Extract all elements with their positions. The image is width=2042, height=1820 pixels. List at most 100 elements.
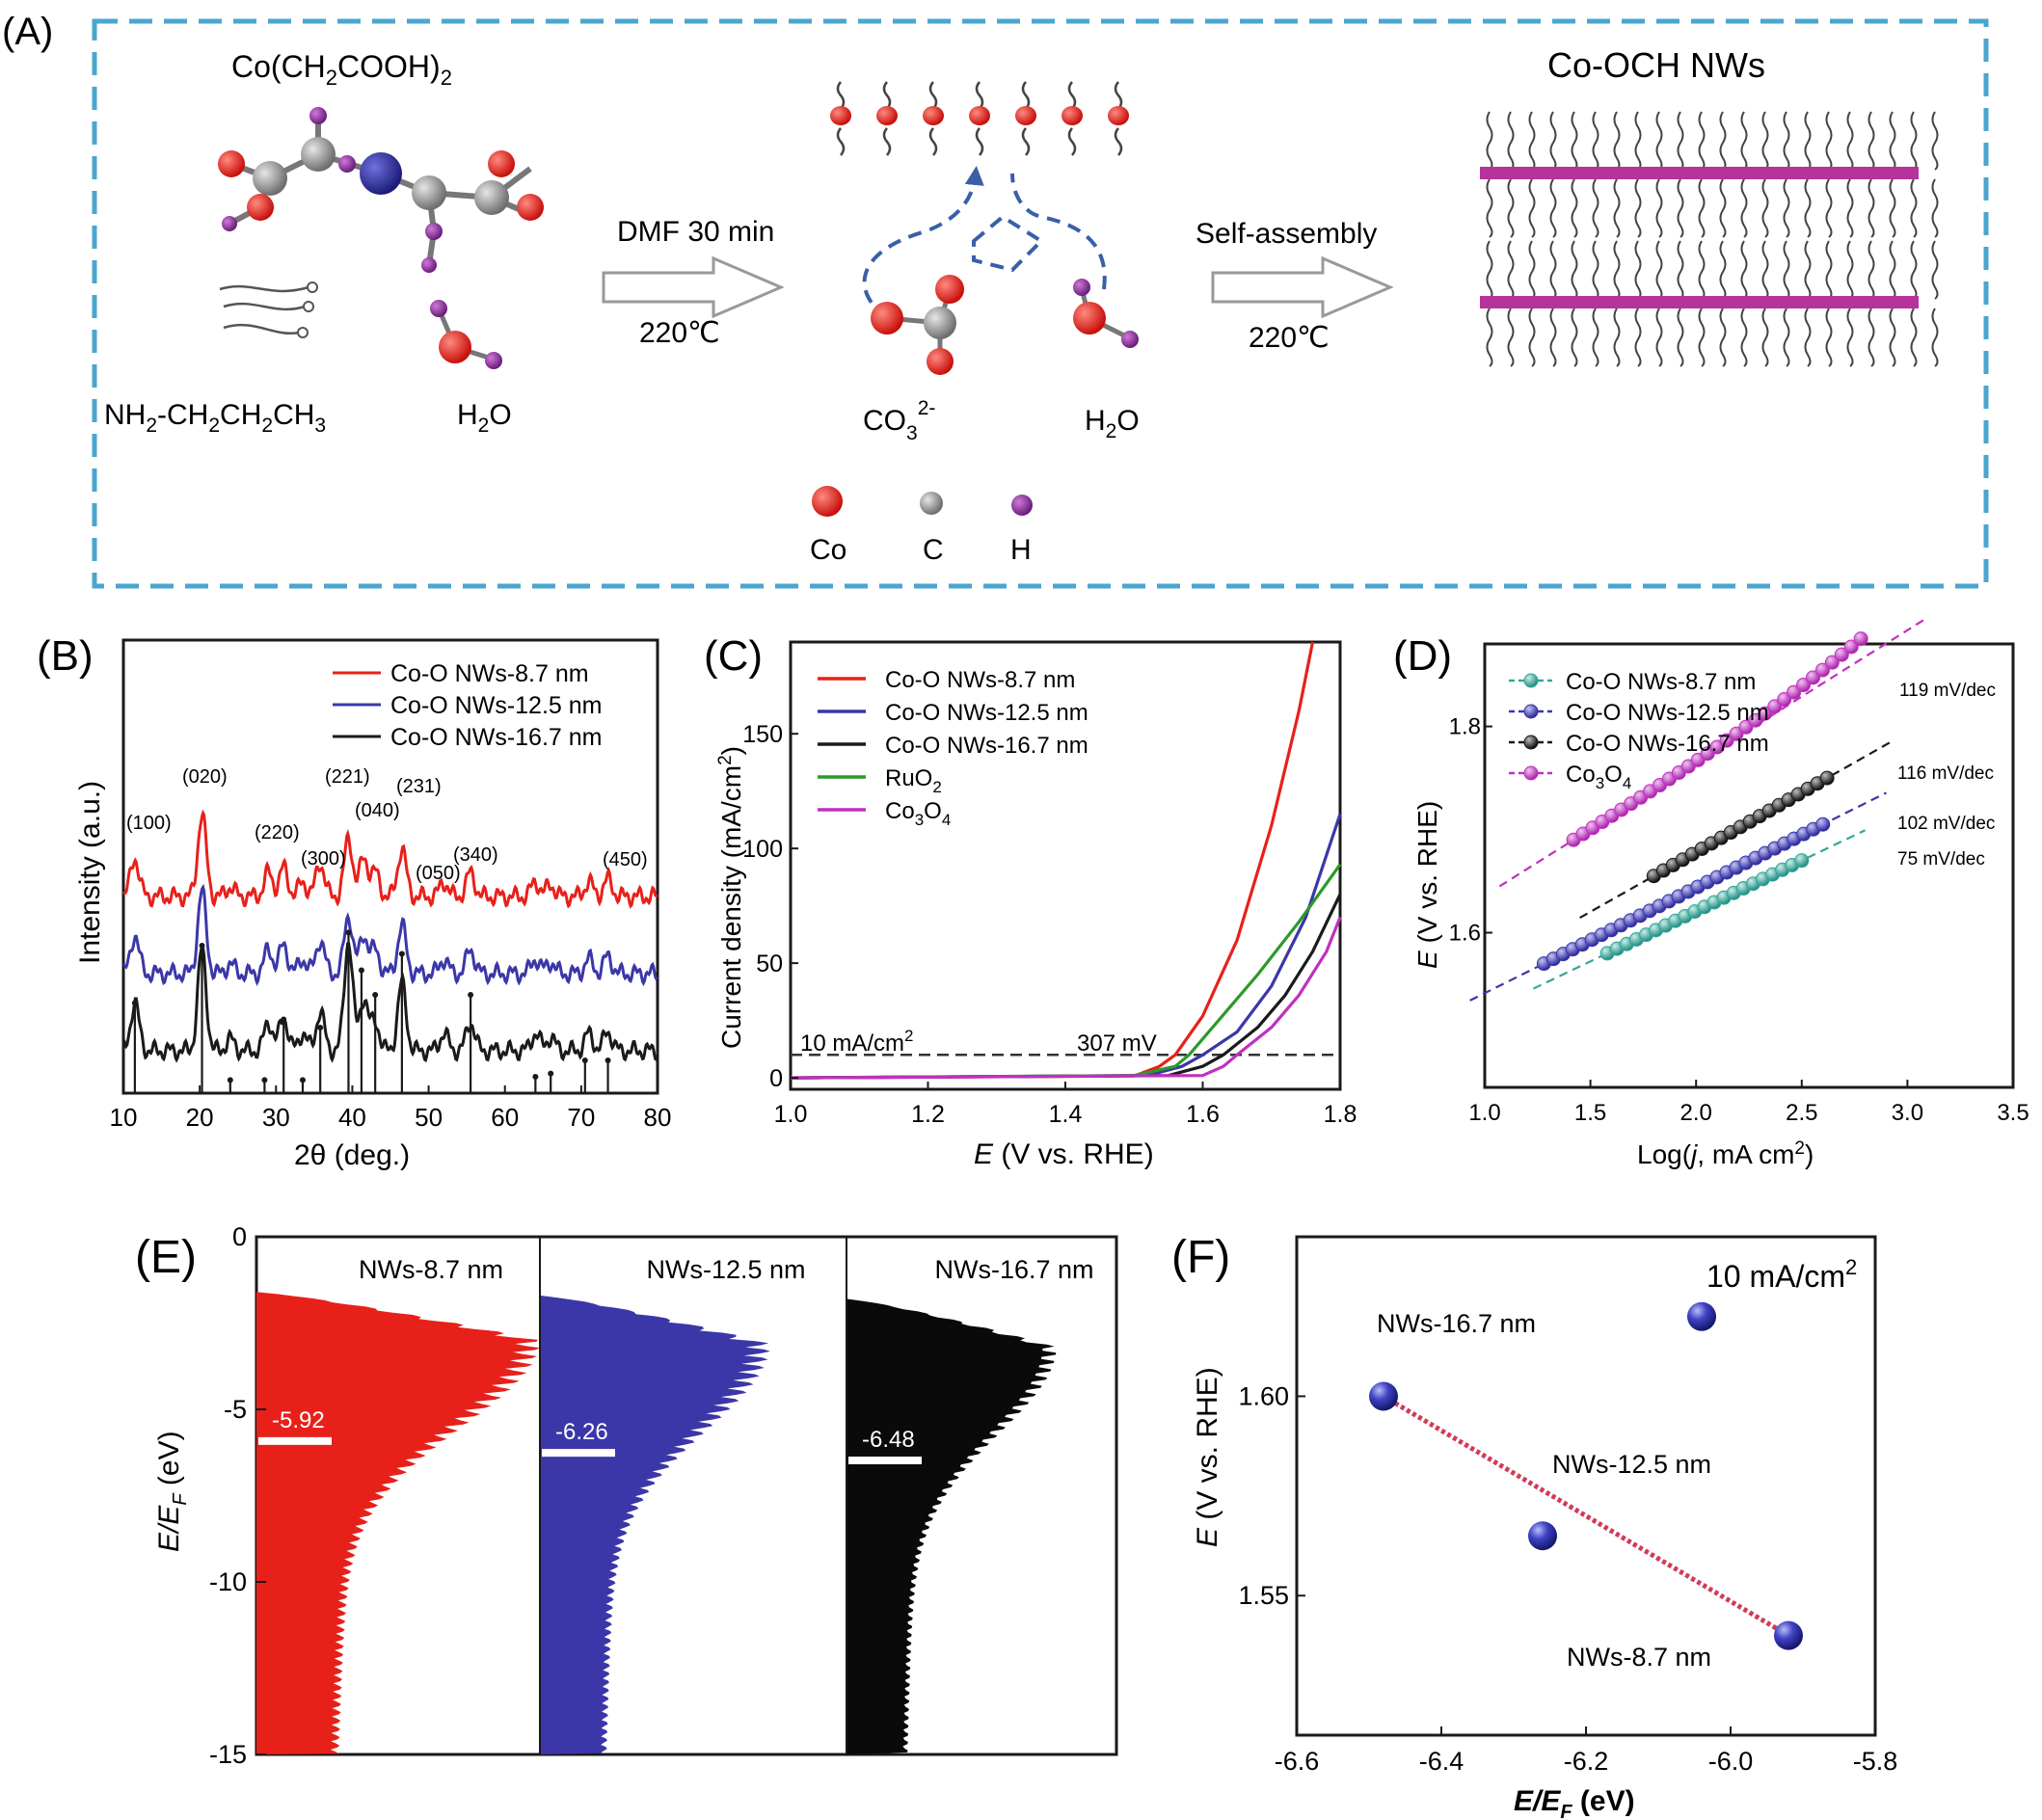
panel-b-letter: (B) <box>37 632 94 680</box>
surfactant-tail <box>1613 308 1621 367</box>
surfactant-tail <box>1486 178 1493 238</box>
water-label-2: H2O <box>1085 405 1140 442</box>
surfactant-tail <box>1804 240 1812 300</box>
x-tick-label: -6.4 <box>1419 1747 1464 1776</box>
surfactant-tail <box>1634 178 1642 238</box>
surfactant-tail <box>1698 308 1706 367</box>
panel-f-letter: (F) <box>1171 1232 1230 1283</box>
x-tick-label: 1.5 <box>1574 1100 1606 1126</box>
legend-marker <box>1523 735 1539 750</box>
surfactant-tail <box>882 81 892 110</box>
surfactant-tail <box>1740 308 1748 367</box>
reference-pattern-cap <box>131 1000 138 1006</box>
surfactant-tail <box>1867 111 1875 171</box>
data-point <box>1528 1521 1557 1551</box>
dos-area <box>846 1298 1057 1754</box>
surfactant-tail <box>1486 111 1493 171</box>
assembly-flow-arrows <box>862 166 1107 320</box>
surfactant-tail <box>1698 240 1706 300</box>
point-label-8-7: NWs-8.7 nm <box>1567 1643 1711 1672</box>
surfactant-tail <box>1889 240 1896 300</box>
surfactant-tail <box>1867 178 1875 238</box>
y-tick-label: 1.60 <box>1238 1381 1289 1410</box>
amine-label: NH2-CH2CH2CH3 <box>104 399 326 437</box>
surfactant-tail <box>882 127 892 156</box>
x-tick-label: 1.4 <box>1049 1101 1083 1128</box>
lsv-axes: 1.0 1.2 1.4 1.6 1.8 0 50 100 150 <box>742 721 1357 1128</box>
reference-pattern-cap <box>345 929 352 936</box>
surfactant-head <box>830 106 851 125</box>
surfactant-tail <box>1528 111 1536 171</box>
legend-marker <box>1523 704 1539 719</box>
surfactant-tail <box>1507 240 1515 300</box>
x-tick-label: 40 <box>338 1103 366 1132</box>
surfactant-tail <box>1507 308 1515 367</box>
tafel-slope-labels: 119 mV/dec 116 mV/dec 102 mV/dec 75 mV/d… <box>1897 681 1996 870</box>
surfactant-tail <box>1846 240 1854 300</box>
xrd-series-line <box>122 883 658 987</box>
surfactant-tail <box>1634 111 1642 171</box>
data-point <box>1369 1381 1398 1411</box>
correlation-x-label: E/EF (eV) <box>1514 1785 1635 1820</box>
x-tick-label: 1.0 <box>774 1101 808 1128</box>
peak-label: (450) <box>603 849 648 870</box>
surfactant-tail <box>1783 308 1790 367</box>
carbonate-molecule <box>871 275 964 375</box>
surfactant-tail <box>1783 240 1790 300</box>
surfactant-tail <box>1761 308 1769 367</box>
tafel-point <box>1853 631 1868 647</box>
y-tick-label: 1.6 <box>1449 921 1481 947</box>
step1-condition-bottom: 220℃ <box>639 317 720 349</box>
y-tick-label: 0 <box>232 1222 247 1251</box>
correlation-plot-area <box>1369 1301 1803 1650</box>
water-molecule-1 <box>430 300 502 369</box>
y-tick-label: 1.55 <box>1238 1581 1289 1610</box>
nanowire-bundle <box>1480 111 1939 367</box>
dos-area <box>256 1292 540 1754</box>
legend-marker <box>1523 673 1539 688</box>
cobalt-acetate-atoms <box>218 107 544 273</box>
surfactant-tail <box>1507 111 1515 171</box>
dos-y-label: E/EF (eV) <box>153 1431 191 1552</box>
surfactant-head <box>1108 106 1129 125</box>
surfactant-tail <box>1592 240 1599 300</box>
y-tick-label: 100 <box>742 836 783 863</box>
surfactant-tail <box>1804 308 1812 367</box>
peak-label: (300) <box>301 848 346 870</box>
slope-label: 116 mV/dec <box>1897 763 1994 784</box>
surfactant-tail <box>1783 178 1790 238</box>
correlation-axes: -6.6 -6.4 -6.2 -6.0 -5.8 1.55 1.60 <box>1238 1381 1897 1776</box>
dos-subpanel-title: NWs-8.7 nm <box>359 1255 503 1284</box>
surfactant-tail <box>1698 111 1706 171</box>
band-center-label: -6.26 <box>555 1419 608 1445</box>
reference-pattern-cap <box>299 1077 306 1084</box>
reference-pattern-cap <box>358 967 364 974</box>
surfactant-tail <box>1783 111 1790 171</box>
surfactant-tail <box>1486 308 1493 367</box>
x-tick-label: 70 <box>567 1103 595 1132</box>
surfactant-layer <box>830 81 1129 156</box>
reference-pattern-cap <box>468 992 474 998</box>
x-tick-label: -6.0 <box>1708 1747 1754 1776</box>
panel-d: (D) 1.0 1.5 2.0 2.5 3.0 3.5 1.6 1.8 119 mV/dec … <box>1393 618 2029 1169</box>
surfactant-tail <box>928 81 938 110</box>
panel-b-frame <box>121 638 659 1095</box>
band-center-label: -6.48 <box>862 1427 915 1453</box>
surfactant-tail <box>1549 178 1557 238</box>
surfactant-tail <box>1889 178 1896 238</box>
surfactant-tail <box>1740 111 1748 171</box>
surfactant-tail <box>1571 111 1578 171</box>
peak-label: (340) <box>453 844 498 866</box>
lsv-series-line <box>790 863 1342 1080</box>
dos-subpanel-title: NWs-16.7 nm <box>934 1255 1093 1284</box>
surfactant-tail <box>1698 178 1706 238</box>
xrd-legend: Co-O NWs-8.7 nm Co-O NWs-12.5 nm Co-O NWs-… <box>333 660 602 751</box>
legend-marker <box>1687 1301 1716 1331</box>
surfactant-tail <box>1067 127 1077 156</box>
tafel-point <box>1815 816 1831 832</box>
surfactant-tail <box>1867 308 1875 367</box>
panel-a-frame <box>92 18 1989 589</box>
point-label-16-7: NWs-16.7 nm <box>1377 1309 1536 1338</box>
peak-label: (221) <box>325 766 370 788</box>
surfactant-tail <box>1114 81 1123 110</box>
